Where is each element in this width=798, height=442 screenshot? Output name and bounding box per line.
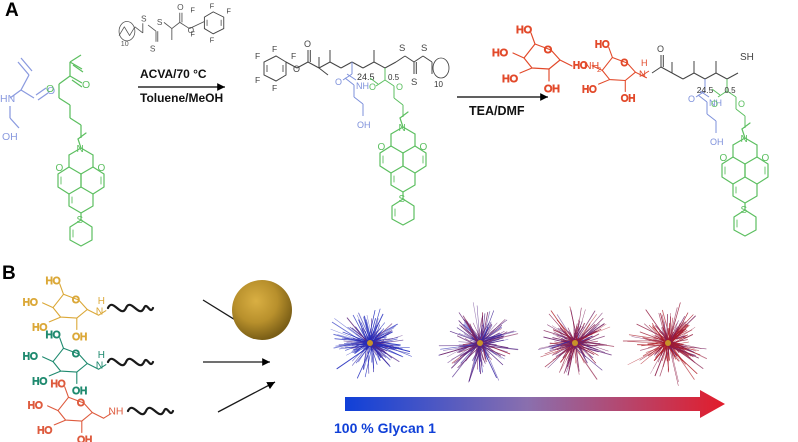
- svg-text:10: 10: [434, 80, 443, 89]
- svg-text:O: O: [335, 77, 342, 87]
- svg-text:0.5: 0.5: [388, 73, 400, 82]
- svg-text:F: F: [255, 51, 260, 61]
- svg-text:H: H: [98, 350, 105, 361]
- svg-text:H: H: [98, 296, 105, 307]
- svg-text:10: 10: [121, 41, 129, 48]
- svg-text:0.5: 0.5: [724, 86, 736, 95]
- svg-text:O: O: [688, 94, 695, 104]
- svg-text:N: N: [96, 360, 104, 371]
- svg-text:O: O: [738, 99, 745, 109]
- svg-text:H: H: [641, 58, 648, 68]
- svg-text:N: N: [96, 306, 104, 317]
- svg-text:F: F: [255, 75, 260, 85]
- svg-text:Toluene/MeOH: Toluene/MeOH: [140, 91, 223, 105]
- svg-text:S: S: [150, 43, 156, 53]
- svg-text:OH: OH: [357, 120, 371, 130]
- svg-text:SH: SH: [740, 52, 754, 63]
- svg-text:S: S: [411, 77, 417, 88]
- svg-text:ACVA/70 °C: ACVA/70 °C: [140, 67, 207, 81]
- svg-text:24.5: 24.5: [357, 72, 375, 82]
- svg-text:S: S: [157, 17, 163, 27]
- svg-text:NH: NH: [356, 81, 369, 91]
- svg-text:NH: NH: [108, 406, 123, 417]
- svg-text:O: O: [46, 83, 54, 95]
- svg-text:S: S: [421, 43, 427, 54]
- svg-text:O: O: [82, 79, 90, 91]
- svg-text:O: O: [293, 64, 300, 74]
- svg-text:100 % Glycan 1: 100 % Glycan 1: [334, 420, 436, 436]
- svg-text:O: O: [657, 44, 664, 54]
- svg-text:S: S: [141, 14, 147, 24]
- svg-text:O: O: [396, 82, 403, 92]
- svg-text:F: F: [291, 51, 296, 61]
- svg-text:24.5: 24.5: [697, 85, 714, 95]
- svg-text:O: O: [711, 99, 718, 109]
- svg-text:HN: HN: [0, 93, 15, 105]
- svg-text:F: F: [272, 44, 277, 54]
- svg-text:F: F: [272, 83, 277, 93]
- svg-text:O: O: [369, 82, 376, 92]
- svg-text:N: N: [639, 69, 646, 80]
- svg-text:O: O: [304, 39, 311, 49]
- svg-text:OH: OH: [2, 131, 18, 143]
- svg-text:S: S: [399, 43, 405, 54]
- svg-text:O: O: [177, 2, 184, 12]
- svg-text:OH: OH: [710, 137, 724, 147]
- svg-text:TEA/DMF: TEA/DMF: [469, 104, 525, 118]
